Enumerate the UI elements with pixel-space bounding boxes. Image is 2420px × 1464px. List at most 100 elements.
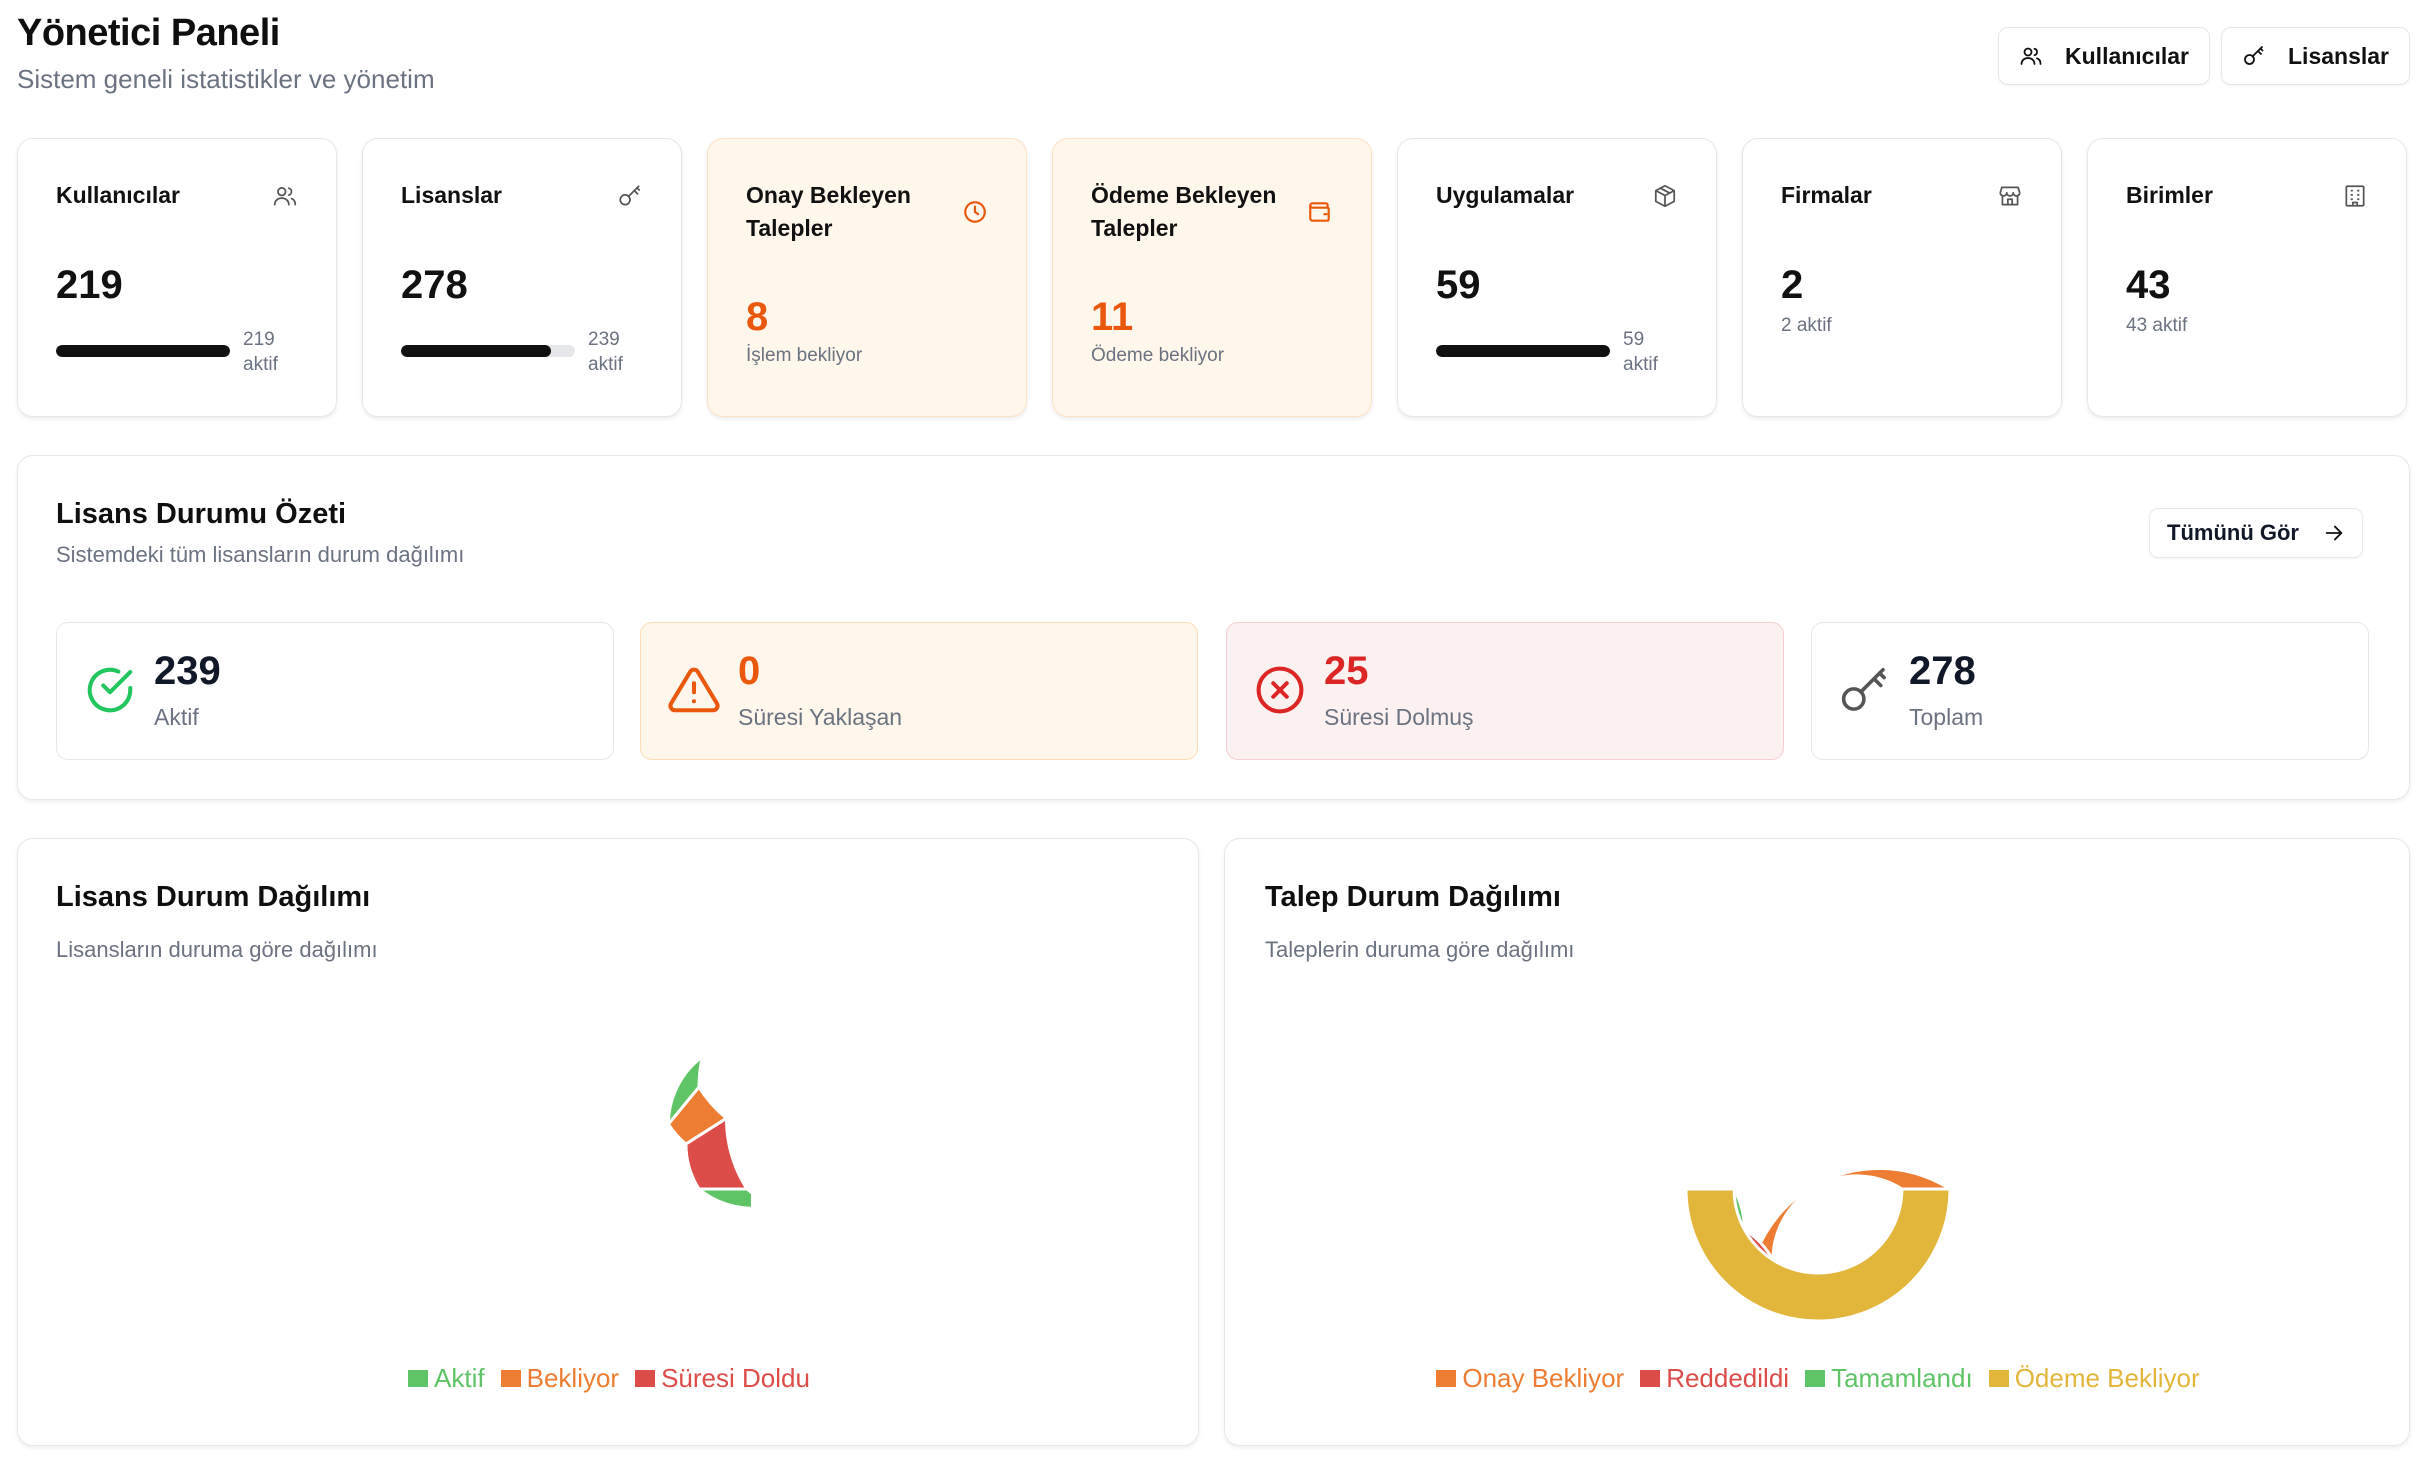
stat-card-licenses[interactable]: Lisanslar 278 239 aktif (362, 138, 682, 417)
stat-label: Birimler (2126, 182, 2213, 208)
stat-card-pending-approval[interactable]: Onay Bekleyen Talepler 8 İşlem bekliyor (707, 138, 1027, 417)
stat-subtext: 43 aktif (2126, 315, 2188, 336)
store-icon (1999, 186, 2021, 206)
donut-slice-aktif[interactable] (666, 1053, 751, 1219)
license-distribution-panel: Lisans Durum Dağılımı Lisansların duruma… (17, 838, 1199, 1446)
stat-value: 219 (56, 263, 123, 307)
stat-value: 43 (2126, 263, 2171, 307)
legend-item-reddedildi[interactable]: Reddedildi (1640, 1363, 1789, 1394)
summary-box-expiring[interactable]: 0 Süresi Yaklaşan (640, 622, 1198, 760)
stat-subtext: Ödeme bekliyor (1091, 345, 1225, 366)
legend-label: Reddedildi (1666, 1363, 1790, 1393)
users-icon (273, 187, 297, 206)
summary-box-expired[interactable]: 25 Süresi Dolmuş (1226, 622, 1784, 760)
summary-subtitle: Sistemdeki tüm lisansların durum dağılım… (56, 542, 465, 567)
chart-subtitle: Lisansların duruma göre dağılımı (56, 937, 378, 962)
legend-item-odeme-bekliyor[interactable]: Ödeme Bekliyor (1988, 1363, 2200, 1394)
stat-value: 278 (401, 263, 468, 307)
users-button[interactable]: Kullanıcılar (1998, 27, 2210, 85)
summary-value: 278 (1909, 649, 1976, 693)
stat-label: Uygulamalar (1436, 182, 1575, 208)
legend-item-aktif[interactable]: Aktif (408, 1363, 485, 1394)
summary-box-active[interactable]: 239 Aktif (56, 622, 614, 760)
legend-item-bekliyor[interactable]: Bekliyor (500, 1363, 620, 1394)
summary-title: Lisans Durumu Özeti (56, 498, 347, 530)
active-progress-bar (401, 345, 575, 357)
warning-icon (668, 667, 720, 713)
stat-label: Firmalar (1781, 182, 1872, 208)
key-icon (1841, 667, 1886, 711)
legend-label: Ödeme Bekliyor (2014, 1363, 2200, 1393)
chart-title: Lisans Durum Dağılımı (56, 881, 371, 913)
legend-label: Aktif (434, 1363, 485, 1393)
building-icon (2345, 185, 2365, 207)
legend-swatch (1436, 1370, 1457, 1387)
check-circle-icon (87, 667, 133, 713)
arrow-right-icon (2325, 525, 2343, 541)
summary-value: 239 (154, 649, 221, 693)
legend-swatch (1805, 1370, 1826, 1387)
stat-card-pending-payment[interactable]: Ödeme Bekleyen Talepler 11 Ödeme bekliyo… (1052, 138, 1372, 417)
stat-label: Onay Bekleyen Talepler (746, 182, 911, 241)
page-subtitle: Sistem geneli istatistikler ve yönetim (17, 64, 435, 94)
legend-label: Tamamlandı (1831, 1363, 1973, 1393)
summary-label: Aktif (154, 704, 199, 730)
request-donut-chart (1683, 1166, 1954, 1323)
legend-label: Bekliyor (526, 1363, 620, 1393)
clock-icon (964, 201, 986, 223)
stat-label: Lisanslar (401, 182, 502, 208)
chart-title: Talep Durum Dağılımı (1265, 881, 1561, 913)
legend-label: Süresi Doldu (661, 1363, 810, 1393)
summary-label: Süresi Dolmuş (1324, 704, 1474, 730)
request-distribution-panel: Talep Durum Dağılımı Taleplerin duruma g… (1224, 838, 2410, 1446)
summary-label: Toplam (1909, 704, 1984, 730)
active-count: 219 aktif (243, 329, 278, 375)
stat-subtext: İşlem bekliyor (746, 345, 863, 366)
chart-subtitle: Taleplerin duruma göre dağılımı (1265, 937, 1575, 962)
stat-label: Kullanıcılar (56, 182, 180, 208)
users-button-label: Kullanıcılar (2065, 42, 2189, 69)
stat-label: Ödeme Bekleyen Talepler (1091, 182, 1277, 241)
active-progress-bar (56, 345, 230, 357)
request-chart-legend: Onay Bekliyor Reddedildi Tamamlandı Ödeme B… (1225, 1363, 2411, 1394)
view-all-button[interactable]: Tümünü Gör (2149, 508, 2363, 558)
legend-swatch (635, 1370, 656, 1387)
active-count: 239 aktif (588, 329, 623, 375)
key-icon (619, 185, 641, 206)
stat-card-units[interactable]: Birimler 43 43 aktif (2087, 138, 2407, 417)
summary-box-total[interactable]: 278 Toplam (1811, 622, 2369, 760)
users-icon (2020, 47, 2042, 65)
license-chart-legend: Aktif Bekliyor Süresi Doldu (18, 1363, 1200, 1394)
licenses-button[interactable]: Lisanslar (2221, 27, 2410, 85)
view-all-label: Tümünü Gör (2167, 520, 2299, 545)
donut-slice-odeme-bekliyor[interactable] (1684, 1187, 1952, 1323)
stat-value: 8 (746, 295, 769, 339)
summary-value: 0 (738, 649, 761, 693)
wallet-icon (1309, 202, 1330, 222)
donut-slice-suresi-doldu[interactable] (684, 1115, 750, 1191)
legend-swatch (1640, 1370, 1661, 1387)
legend-item-tamamlandi[interactable]: Tamamlandı (1805, 1363, 1973, 1394)
legend-swatch (1988, 1370, 2009, 1387)
box-icon (1654, 184, 1676, 208)
legend-swatch (500, 1370, 521, 1387)
legend-label: Onay Bekliyor (1462, 1363, 1625, 1393)
legend-item-onay-bekliyor[interactable]: Onay Bekliyor (1436, 1363, 1624, 1394)
stat-card-applications[interactable]: Uygulamalar 59 59 aktif (1397, 138, 1717, 417)
stat-value: 59 (1436, 263, 1481, 307)
stat-card-companies[interactable]: Firmalar 2 2 aktif (1742, 138, 2062, 417)
stat-value: 11 (1091, 295, 1134, 339)
legend-swatch (408, 1370, 429, 1387)
stat-subtext: 2 aktif (1781, 315, 1832, 336)
page-title: Yönetici Paneli (17, 12, 280, 54)
active-progress-bar (1436, 345, 1610, 357)
summary-label: Süresi Yaklaşan (738, 704, 903, 730)
stat-card-users[interactable]: Kullanıcılar 219 219 aktif (17, 138, 337, 417)
legend-item-suresi-doldu[interactable]: Süresi Doldu (635, 1363, 810, 1394)
x-circle-icon (1256, 666, 1304, 714)
key-icon (2244, 46, 2264, 65)
licenses-button-label: Lisanslar (2288, 42, 2389, 69)
license-donut-chart (666, 1053, 751, 1219)
summary-value: 25 (1324, 649, 1369, 693)
stat-value: 2 (1781, 263, 1804, 307)
